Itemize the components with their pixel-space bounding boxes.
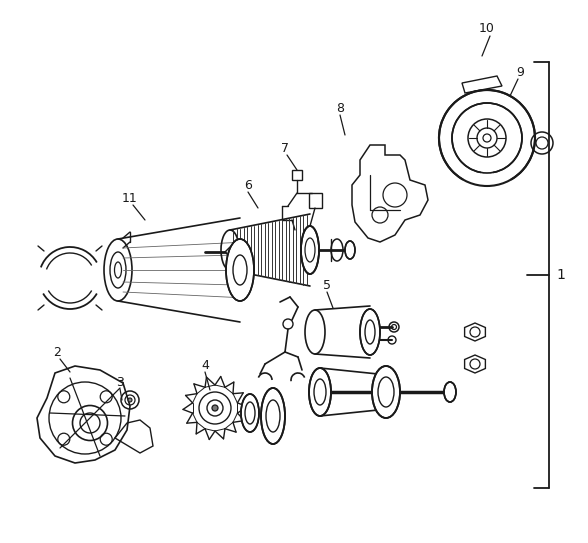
Ellipse shape [261,388,285,444]
Text: 4: 4 [201,358,209,371]
Ellipse shape [301,226,319,274]
Text: 10: 10 [479,22,495,35]
Circle shape [212,405,218,411]
Ellipse shape [309,368,331,416]
Text: 3: 3 [116,376,124,388]
Text: 6: 6 [244,179,252,192]
Ellipse shape [444,382,456,402]
Ellipse shape [241,394,259,432]
Text: 5: 5 [323,279,331,292]
Ellipse shape [372,366,400,418]
Ellipse shape [360,309,380,355]
Text: 7: 7 [281,142,289,155]
Text: 2: 2 [53,345,61,358]
Text: 9: 9 [516,66,524,79]
Circle shape [128,398,132,402]
Ellipse shape [345,241,355,259]
Text: 1: 1 [557,268,566,282]
Text: 8: 8 [336,102,344,115]
Text: 11: 11 [122,192,138,205]
Ellipse shape [226,239,254,301]
